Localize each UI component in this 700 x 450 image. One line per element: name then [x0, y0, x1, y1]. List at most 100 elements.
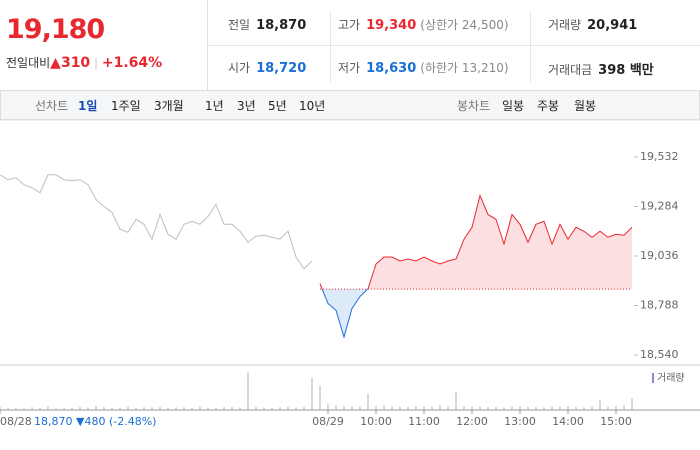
divider — [530, 12, 531, 82]
volume-bar — [231, 406, 233, 410]
stat: 전일 18,870 — [228, 16, 306, 33]
change-pct: (-2.48%) — [109, 415, 157, 428]
volume-bar — [167, 408, 169, 410]
volume-bar — [383, 405, 385, 410]
stat-note: (하한가 13,210) — [420, 61, 509, 75]
volume-bar — [87, 407, 89, 410]
volume-bar — [343, 406, 345, 410]
volume-bar — [271, 408, 273, 410]
volume-bar — [103, 407, 105, 410]
volume-bar — [247, 372, 249, 410]
volume-bar — [7, 408, 9, 410]
volume-bar — [127, 406, 129, 410]
tab-group-label: 봉차트 — [457, 99, 491, 113]
volume-bar — [511, 406, 513, 410]
tab[interactable]: 10년 — [299, 99, 326, 113]
stat-note: (상한가 24,500) — [420, 18, 509, 32]
quote-header: 19,180 전일대비▲310 | +1.64% 전일 18,870 고가 19,34… — [0, 0, 700, 91]
volume-bar — [631, 398, 633, 410]
volume-bar — [495, 406, 497, 410]
volume-bar — [463, 406, 465, 410]
volume-bar — [351, 406, 353, 410]
volume-bar — [199, 406, 201, 410]
volume-bar — [431, 406, 433, 410]
area-below — [322, 289, 368, 338]
volume-bar — [23, 408, 25, 410]
tab[interactable]: 5년 — [268, 99, 287, 113]
volume-bar — [591, 406, 593, 410]
volume-bar — [279, 407, 281, 410]
volume-bar — [55, 408, 57, 410]
volume-bar — [623, 405, 625, 410]
y-tick-label: 19,284 — [640, 200, 679, 213]
volume-bar — [607, 406, 609, 410]
stat-label: 저가 — [338, 61, 361, 75]
tab[interactable]: 주봉 — [537, 99, 560, 113]
tab[interactable]: 3개월 — [154, 99, 184, 113]
stat: 시가 18,720 — [228, 59, 306, 76]
volume-bar — [335, 405, 337, 410]
volume-bar — [319, 386, 321, 410]
stat-value: 18,870 — [256, 18, 307, 33]
volume-bar — [215, 408, 217, 410]
x-tick-label: 10:00 — [360, 415, 392, 428]
volume-bar — [423, 406, 425, 410]
volume-bar — [71, 408, 73, 410]
change: 480 — [84, 415, 105, 428]
line — [0, 174, 313, 270]
stat-label: 거래대금 — [548, 63, 593, 77]
volume-bar — [367, 394, 369, 410]
volume-bar — [47, 406, 49, 410]
tab[interactable]: 1년 — [205, 99, 224, 113]
volume-bar — [391, 406, 393, 410]
x-tick-label: 13:00 — [504, 415, 536, 428]
volume-bar — [479, 406, 481, 410]
tab[interactable]: 일봉 — [502, 99, 525, 113]
y-tick-label: 18,540 — [640, 348, 679, 361]
tab[interactable]: 1일 — [78, 99, 98, 113]
tab[interactable]: 월봉 — [574, 99, 597, 113]
volume-bar — [415, 406, 417, 410]
change: 310 — [60, 55, 91, 71]
up-icon: ▲ — [50, 55, 61, 71]
stat-label: 거래량 — [548, 18, 582, 32]
volume-bar — [111, 408, 113, 410]
x-tick-label: 14:00 — [552, 415, 584, 428]
volume-bar — [583, 407, 585, 410]
line-above — [319, 193, 633, 290]
volume-bar — [543, 407, 545, 410]
volume-bar — [559, 406, 561, 410]
x-tick-label: 11:00 — [408, 415, 440, 428]
y-tick-label: 19,036 — [640, 249, 679, 262]
volume-bar — [407, 407, 409, 410]
tab[interactable]: 3년 — [237, 99, 256, 113]
tab[interactable]: 1주일 — [111, 99, 141, 113]
volume-bar — [183, 407, 185, 410]
x-tick-label: 15:00 — [600, 415, 632, 428]
x-tick-label: 12:00 — [456, 415, 488, 428]
volume-bar — [79, 406, 81, 410]
volume-bar — [239, 407, 241, 410]
x-tick-label: 08/29 — [312, 415, 344, 428]
volume-bar — [575, 407, 577, 410]
volume-bar — [31, 407, 33, 410]
footer: 18,870 ▼480 (-2.48%) — [34, 415, 156, 428]
legend-label: 거래량 — [657, 372, 685, 384]
stat-value: 398 백만 — [598, 63, 654, 78]
volume-bar — [359, 406, 361, 410]
volume-bar — [375, 406, 377, 410]
volume-bar — [455, 392, 457, 410]
volume-bar — [535, 407, 537, 410]
volume-bar — [15, 407, 17, 410]
stat-label: 전일 — [228, 18, 251, 32]
stat-value: 18,720 — [256, 61, 307, 76]
volume-bar — [39, 408, 41, 410]
volume-bar — [567, 406, 569, 410]
volume-bar — [487, 407, 489, 410]
stat-label: 시가 — [228, 61, 251, 75]
volume-bar — [223, 407, 225, 410]
volume-bar — [151, 407, 153, 410]
volume-bar — [263, 407, 265, 410]
divider — [208, 45, 700, 46]
